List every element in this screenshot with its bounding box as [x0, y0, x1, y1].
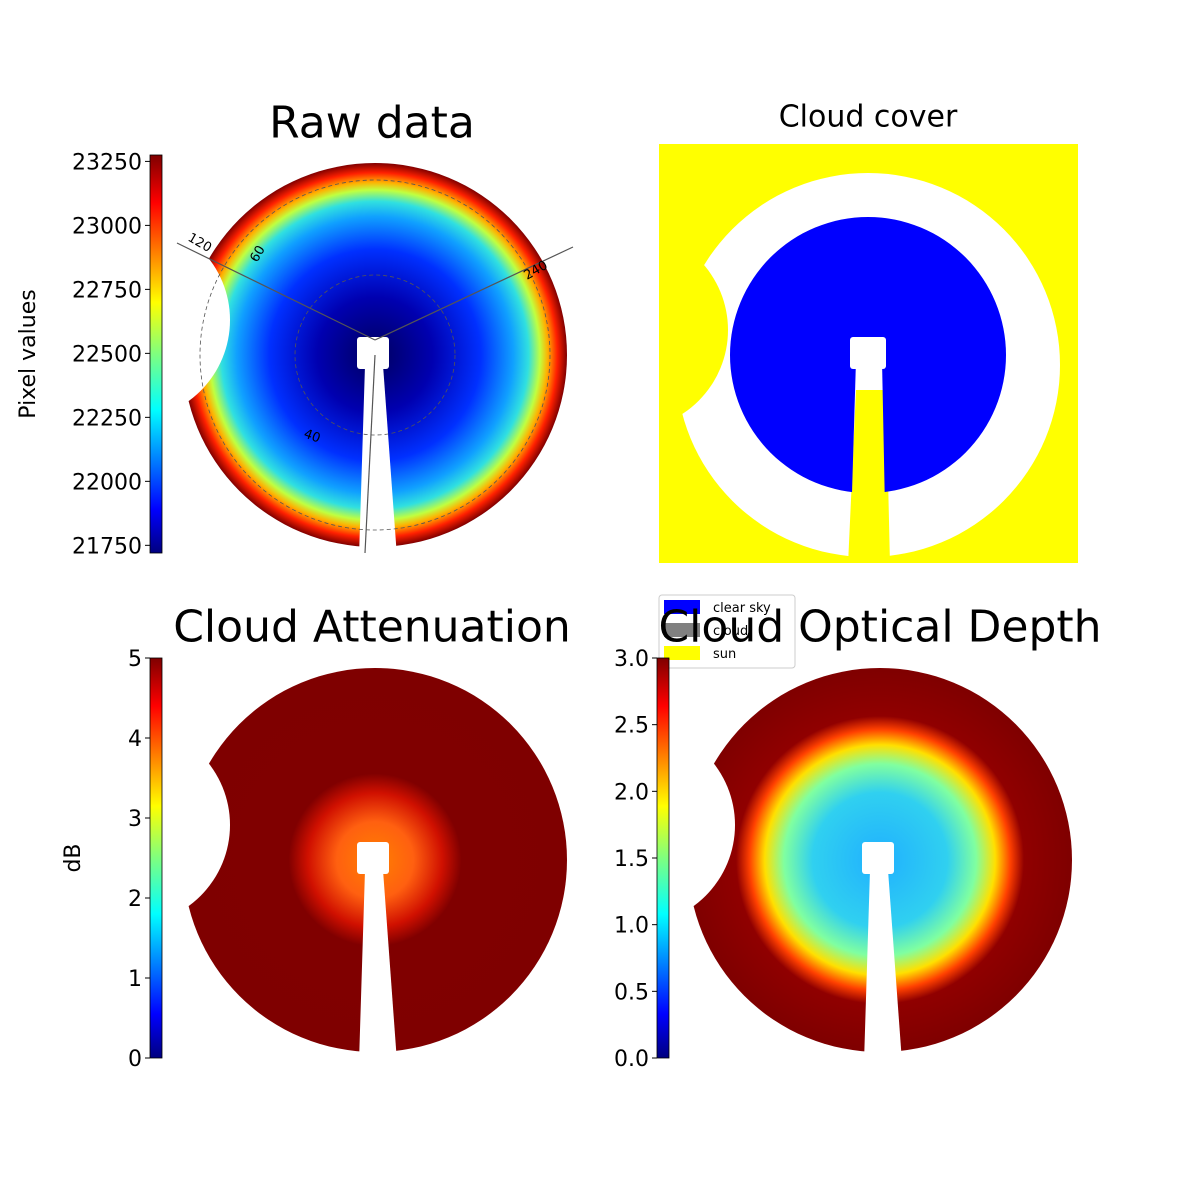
- colorbar-tick-label: 22500: [72, 342, 142, 367]
- colorbar-tick-label: 3: [128, 807, 142, 832]
- panel-title: Cloud Attenuation: [173, 601, 571, 652]
- colorbar-tick-label: 23000: [72, 214, 142, 239]
- polar-ring: [199, 179, 551, 531]
- colorbar: [149, 657, 163, 1059]
- colorbar-tick-label: 2: [128, 887, 142, 912]
- colorbar-tick-label: 23250: [72, 150, 142, 175]
- colorbar-tick-label: 21750: [72, 534, 142, 559]
- colorbar-tick-label: 22000: [72, 470, 142, 495]
- colorbar-label: dB: [61, 843, 86, 872]
- colorbar-tick-label: 0: [128, 1047, 142, 1072]
- polar-spoke: [374, 246, 574, 341]
- legend-label: clear sky: [713, 601, 771, 616]
- panel-title: Raw data: [269, 97, 475, 148]
- colorbar-tick-label: 1: [128, 967, 142, 992]
- colorbar-tick-label: 1.5: [614, 847, 649, 872]
- class-image-clear: [728, 215, 1008, 495]
- colorbar: [149, 154, 163, 554]
- legend-label: cloud: [713, 624, 748, 639]
- colorbar-tick-label: 2.0: [614, 780, 649, 805]
- polar-spoke: [364, 354, 376, 554]
- colorbar-tick-label: 22750: [72, 278, 142, 303]
- polar-label: 40: [302, 427, 323, 447]
- panel-title: Cloud Optical Depth: [658, 601, 1101, 652]
- legend-label: sun: [713, 647, 736, 662]
- colorbar-tick-label: 22250: [72, 406, 142, 431]
- colorbar-label: Pixel values: [16, 289, 41, 418]
- colorbar-tick-label: 5: [128, 647, 142, 672]
- colorbar-tick-label: 1.0: [614, 914, 649, 939]
- legend-swatch: [664, 646, 700, 660]
- colorbar-tick-label: 2.5: [614, 714, 649, 739]
- image: [688, 668, 1072, 1052]
- polar-ring: [294, 274, 456, 436]
- colorbar-tick-label: 3.0: [614, 647, 649, 672]
- legend-swatch: [664, 623, 700, 637]
- colorbar-tick-label: 4: [128, 727, 142, 752]
- panel-title: Cloud cover: [779, 100, 958, 135]
- polar-label: 60: [247, 243, 268, 265]
- colorbar-tick-label: 0.5: [614, 980, 649, 1005]
- colorbar: [656, 657, 670, 1059]
- legend-swatch: [664, 600, 700, 614]
- colorbar-tick-label: 0.0: [614, 1047, 649, 1072]
- polar-spoke: [176, 242, 376, 341]
- image: [183, 668, 567, 1052]
